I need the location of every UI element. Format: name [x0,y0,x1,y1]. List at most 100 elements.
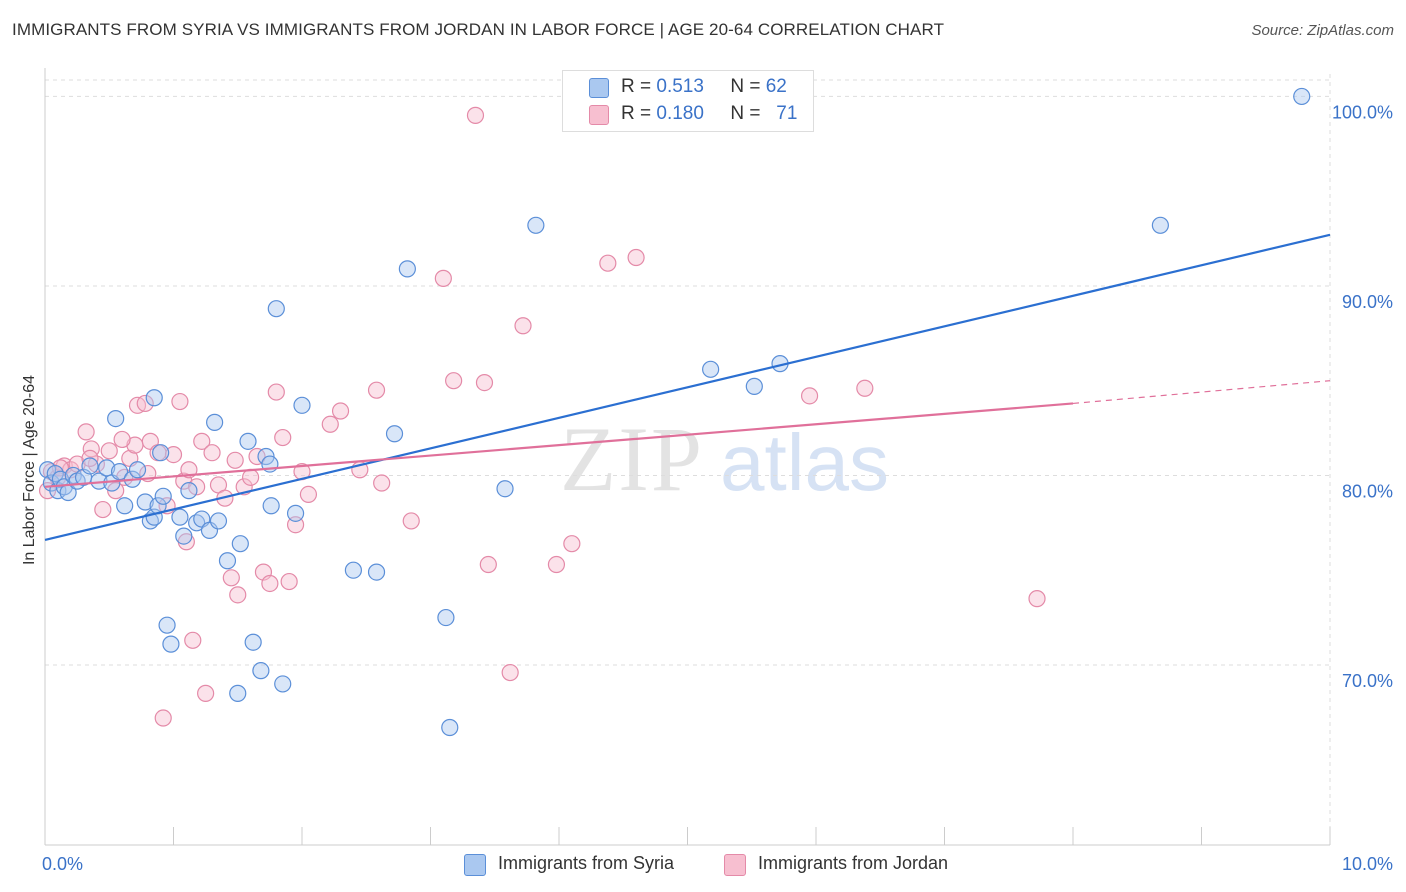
syria-point [527,216,545,234]
syria-r-value: 0.513 [656,76,704,97]
jordan-swatch [589,105,609,125]
stats-legend: R = 0.513 N = 62 R = 0.180 N = 71 [562,70,814,132]
syria-point [1151,216,1169,234]
jordan-point [171,392,189,411]
jordan-point [479,555,497,574]
jordan-point [184,631,202,649]
syria-point [116,497,134,515]
watermark-zip: ZIP [560,408,704,510]
n-label: N = [730,76,761,97]
jordan-point [203,444,221,462]
jordan-point [94,500,112,519]
syria-point [344,561,362,579]
jordan-trend-line [44,402,1074,488]
jordan-point [800,387,819,405]
syria-point [496,480,514,498]
legend-syria-text: R = 0.513 N = 62 [621,76,787,98]
jordan-r-value: 0.180 [656,103,704,124]
syria-point [252,662,270,680]
jordan-point [193,432,211,450]
syria-point [262,497,280,515]
syria-point [293,396,311,414]
jordan-point [321,415,339,433]
jordan-point [226,451,244,469]
jordan-point [402,512,420,530]
n-label: N = [730,103,761,124]
chart-title: IMMIGRANTS FROM SYRIA VS IMMIGRANTS FROM… [12,20,945,39]
syria-point [209,512,228,530]
syria-point [385,425,404,443]
jordan-point [367,381,386,399]
y-tick-label: 100.0% [1332,102,1393,122]
jordan-point [248,447,266,466]
jordan-point [373,474,391,492]
syria-point [229,684,247,702]
syria-point [745,377,763,395]
trend-lines [44,233,1331,541]
r-label: R = [621,76,652,97]
source-label: Source: ZipAtlas.com [1251,22,1394,39]
syria-point [145,389,163,407]
jordan-point [261,574,279,593]
tick-labels: 70.0% 80.0% 90.0% 100.0% 0.0% 10.0% [42,102,1393,874]
jordan-point [514,317,532,335]
jordan-point [274,428,292,447]
jordan-point [466,106,485,124]
jordan-point [242,468,260,486]
syria-point [437,608,455,627]
x-axis [44,68,1331,846]
syria-point [175,527,193,545]
jordan-point [154,709,172,727]
jordan-point [100,442,118,460]
jordan-point [136,394,154,413]
syria-point [180,482,198,500]
syria-point [206,413,224,431]
syria-point [286,504,305,522]
syria-point [136,493,154,511]
syria-point [158,616,176,634]
jordan-point [563,535,581,553]
syria-point [239,432,257,450]
jordan-point [77,423,95,441]
y-tick-label: 80.0% [1342,481,1393,501]
jordan-point [267,383,285,401]
syria-swatch [589,78,609,98]
syria-point [267,300,285,318]
jordan-point [1028,590,1046,608]
jordan-n-value: 71 [776,103,798,124]
jordan-legend-label: Immigrants from Jordan [758,853,949,873]
jordan-legend-swatch [724,854,746,876]
syria-point [152,444,170,462]
legend-jordan-text: R = 0.180 N = 71 [621,103,797,125]
syria-point [1293,87,1311,106]
syria-point [231,535,249,553]
syria-point [398,260,416,278]
y-tick-label: 70.0% [1342,671,1393,691]
jordan-point [299,485,318,504]
syria-point [110,463,129,481]
r-label: R = [621,103,652,124]
syria-point [441,718,459,737]
syria-trend-line [44,233,1331,541]
jordan-point [856,379,874,397]
x-tick-label-min: 0.0% [42,854,83,874]
syria-legend-label: Immigrants from Syria [498,853,675,873]
jordan-point [113,430,131,449]
syria-n-value: 62 [765,76,787,97]
syria-legend-swatch [464,854,486,876]
syria-point [107,409,125,428]
jordan-point [627,248,645,267]
syria-point [367,563,386,581]
jordan-point [331,402,350,420]
syria-point [171,508,189,526]
syria-point [702,360,720,378]
syria-point [162,635,180,653]
jordan-point [197,684,215,702]
syria-point [81,457,99,475]
syria-point [98,459,116,477]
syria-point [154,487,172,505]
jordan-point [229,586,247,604]
syria-point [244,633,262,651]
jordan-point [222,569,240,587]
